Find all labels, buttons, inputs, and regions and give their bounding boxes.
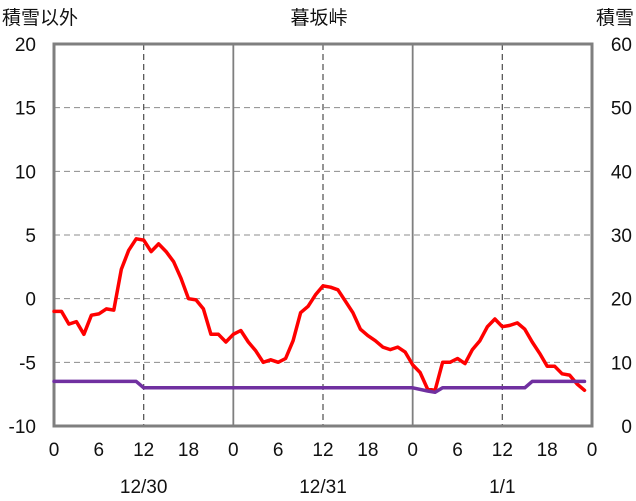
x-tick-label: 0: [49, 440, 60, 461]
x-tick-label: 6: [452, 440, 463, 461]
left-y-tick-label: 0: [25, 290, 36, 311]
left-axis-ticks: 20 15 10 5 0 -5 -10: [9, 35, 36, 438]
right-y-tick-label: 40: [611, 162, 632, 183]
right-axis-ticks: 60 50 40 30 20 10 0: [611, 35, 632, 438]
x-tick-label: 0: [587, 440, 598, 461]
x-tick-label: 0: [407, 440, 418, 461]
right-axis-label: 積雪: [596, 7, 634, 29]
x-tick-label: 12: [312, 440, 333, 461]
x-axis-ticks: 0 6 12 18 0 6 12 18 0 6 12 18 0: [49, 440, 598, 461]
right-y-tick-label: 20: [611, 290, 632, 311]
right-y-tick-label: 30: [611, 226, 632, 247]
x-tick-label: 6: [94, 440, 105, 461]
plot-frame: [52, 42, 594, 428]
date-label: 12/31: [299, 477, 347, 498]
left-y-tick-label: 10: [15, 162, 36, 183]
x-tick-label: 18: [178, 440, 199, 461]
chart-title: 暮坂峠: [290, 7, 347, 29]
right-y-tick-label: 50: [611, 99, 632, 120]
series-layer: [52, 237, 587, 395]
grid: [54, 44, 592, 426]
temperature-line: [52, 237, 587, 393]
left-y-tick-label: 20: [15, 35, 36, 56]
right-y-tick-label: 60: [611, 35, 632, 56]
date-label: 12/30: [120, 477, 168, 498]
x-tick-label: 12: [492, 440, 513, 461]
snow-depth-line: [52, 379, 587, 395]
date-label: 1/1: [489, 477, 515, 498]
x-tick-label: 0: [228, 440, 239, 461]
left-y-tick-label: -5: [19, 353, 36, 374]
x-tick-label: 18: [537, 440, 558, 461]
x-tick-label: 12: [133, 440, 154, 461]
x-tick-label: 18: [357, 440, 378, 461]
date-labels: 12/30 12/31 1/1: [120, 477, 516, 498]
x-tick-label: 6: [273, 440, 284, 461]
left-y-tick-label: 15: [15, 99, 36, 120]
right-y-tick-label: 0: [621, 417, 632, 438]
left-y-tick-label: -10: [9, 417, 36, 438]
left-axis-label: 積雪以外: [2, 7, 78, 29]
right-y-tick-label: 10: [611, 353, 632, 374]
left-y-tick-label: 5: [25, 226, 36, 247]
